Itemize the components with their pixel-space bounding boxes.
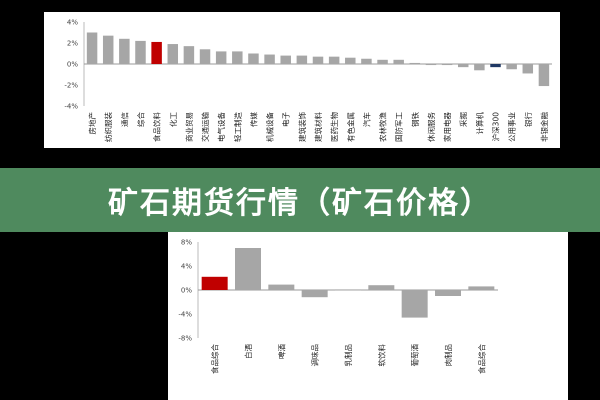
bar	[119, 38, 130, 64]
bar	[215, 51, 227, 64]
category-label: 银行	[523, 112, 533, 127]
category-label: 建筑材料	[313, 112, 323, 142]
bar	[201, 276, 228, 290]
category-label: 计算机	[474, 112, 484, 135]
bar	[135, 40, 146, 64]
bar	[506, 64, 517, 70]
y-tick-label: -4%	[178, 311, 192, 319]
category-label: 家用电器	[442, 112, 452, 142]
category-label: 啤酒	[276, 344, 286, 359]
category-label: 传媒	[248, 112, 258, 127]
bar	[296, 55, 308, 64]
y-tick-label: 4%	[181, 263, 192, 271]
bar	[86, 32, 98, 64]
category-label: 非银金融	[539, 112, 549, 142]
category-label: 沪深300	[491, 112, 501, 142]
category-label: 化工	[168, 112, 178, 127]
bar	[368, 285, 395, 290]
category-label: 肉制品	[443, 344, 453, 367]
bar	[468, 286, 495, 290]
banner-title: 矿石期货行情（矿石价格）	[108, 186, 492, 221]
category-label: 汽车	[361, 112, 371, 127]
bar	[102, 35, 114, 64]
bar	[280, 55, 291, 64]
bar	[393, 59, 404, 64]
category-label: 商业贸易	[184, 112, 194, 142]
bar	[401, 290, 428, 318]
category-label: 电子	[281, 112, 291, 127]
y-tick-label: 2%	[67, 40, 78, 48]
food-subsector-returns-chart: 8% 4% 0% -4% -8% 食品综合 白酒 啤酒 调味品 乳制品 软饮料 葡萄酒 肉制品 食品综合	[178, 239, 498, 374]
category-label: 白酒	[243, 344, 253, 359]
bar	[538, 64, 550, 87]
category-label: 农林牧渔	[378, 112, 388, 142]
category-label: 建筑装饰	[297, 112, 307, 142]
category-label: 电气设备	[216, 112, 226, 142]
bar	[490, 64, 501, 68]
bar	[268, 284, 295, 290]
bar	[232, 51, 243, 64]
bar	[248, 53, 259, 64]
category-label: 钢铁	[410, 112, 420, 127]
bar	[335, 289, 361, 291]
y-tick-label: -8%	[178, 335, 192, 343]
category-label: 乳制品	[343, 344, 353, 367]
y-tick-label: 8%	[181, 239, 192, 247]
category-label: 公用事业	[507, 112, 517, 142]
category-label: 通信	[119, 112, 129, 127]
category-label: 国防军工	[394, 112, 404, 142]
bar	[345, 57, 356, 64]
y-tick-label: 0%	[67, 61, 78, 69]
bar	[235, 248, 261, 290]
bar	[264, 54, 275, 64]
category-label: 葡萄酒	[410, 344, 420, 367]
category-label: 食品综合	[476, 344, 486, 374]
category-label: 交通运输	[200, 112, 210, 142]
category-label: 调味品	[310, 344, 320, 367]
bar	[409, 62, 421, 64]
title-banner: 矿石期货行情（矿石价格）	[0, 168, 600, 232]
category-label: 医药生物	[329, 112, 339, 142]
y-tick-label: -2%	[64, 82, 78, 90]
bar	[457, 64, 469, 68]
bar	[183, 46, 195, 64]
bar	[301, 290, 328, 298]
top-chart-panel: 4% 2% 0% -2% -4% 房地产 纺织服装 通信 综合 食品饮料 化工 商业贸易 交通运输 电气设…	[44, 12, 560, 148]
bar	[312, 56, 324, 64]
bar	[435, 290, 461, 296]
bar	[167, 44, 179, 64]
category-label: 采掘	[458, 112, 468, 127]
category-label: 软饮料	[376, 344, 386, 367]
bar	[361, 58, 372, 64]
bar	[199, 49, 211, 64]
category-label: 有色金属	[345, 112, 355, 142]
bar	[425, 64, 437, 66]
category-label: 综合	[135, 112, 145, 127]
industry-returns-chart: 4% 2% 0% -2% -4% 房地产 纺织服装 通信 综合 食品饮料 化工 商业贸易 交通运输 电气设…	[64, 19, 552, 142]
category-label: 休闲服务	[426, 112, 436, 142]
y-tick-label: -4%	[64, 103, 78, 111]
bar	[522, 64, 534, 74]
y-tick-label: 0%	[181, 287, 192, 295]
bottom-chart-panel: 8% 4% 0% -4% -8% 食品综合 白酒 啤酒 调味品 乳制品 软饮料 葡萄酒 肉制品 食品综合	[168, 226, 568, 400]
bar	[474, 64, 485, 71]
category-label: 纺织服装	[103, 112, 113, 142]
bar	[377, 59, 388, 64]
category-label: 房地产	[87, 112, 97, 135]
category-label: 轻工制造	[232, 112, 242, 142]
bar	[151, 41, 162, 64]
category-label: 食品综合	[210, 344, 220, 374]
category-label: 机械设备	[265, 112, 275, 142]
bar	[328, 56, 340, 64]
y-tick-label: 4%	[67, 19, 78, 27]
category-label: 食品饮料	[152, 112, 162, 142]
bar	[441, 64, 453, 66]
